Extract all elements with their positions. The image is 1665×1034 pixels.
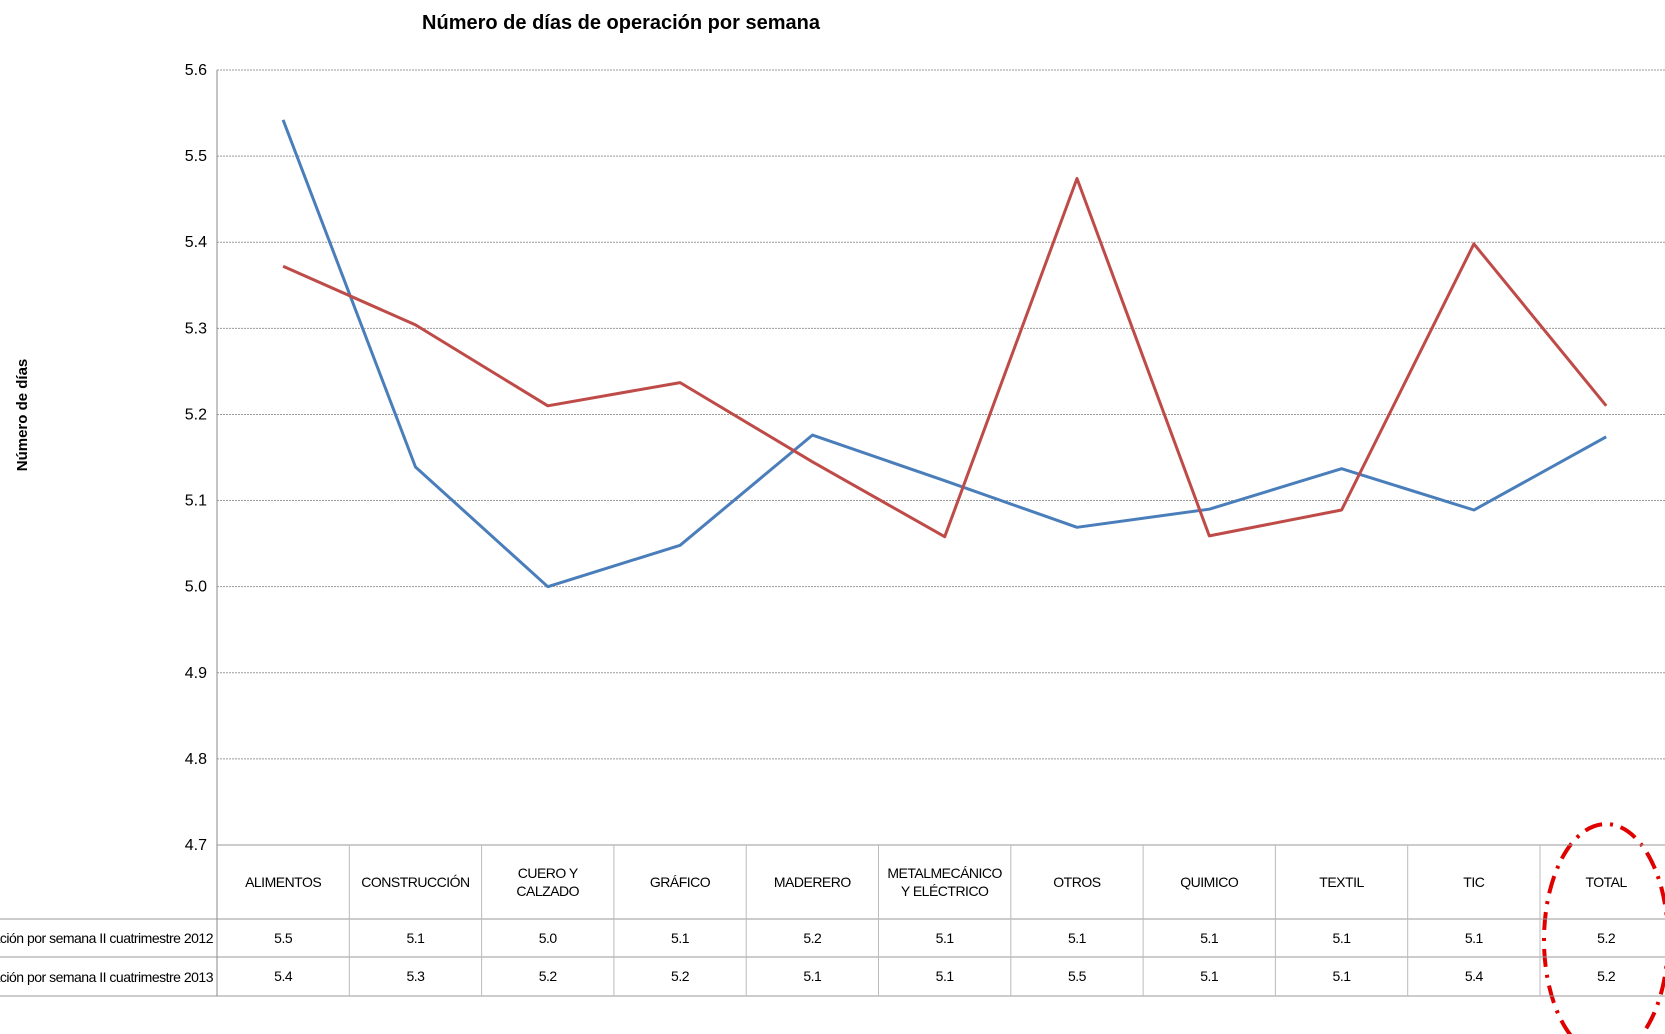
y-axis-label: Número de días: [14, 359, 31, 472]
data-label: 5.1: [1332, 929, 1351, 946]
data-label: 5.1: [1332, 968, 1351, 985]
series-line: [282, 177, 1608, 539]
category-label: TIC: [1463, 873, 1485, 890]
data-label: 5.1: [935, 968, 954, 985]
data-label: 5.2: [1597, 968, 1616, 985]
y-tick-label: 5.5: [185, 148, 207, 165]
highlight-circle: [1542, 822, 1665, 1034]
category-label: MADERERO: [773, 873, 851, 890]
data-label: 5.0: [538, 929, 557, 946]
series-line: [281, 119, 1607, 589]
category-label: GRÁFICO: [649, 873, 711, 890]
y-tick-label: 5.4: [185, 234, 207, 251]
y-tick-label: 5.0: [185, 579, 207, 596]
category-label: TOTAL: [1585, 873, 1627, 890]
data-label: 5.3: [406, 968, 425, 985]
chart-title: Número de días de operación por semana: [422, 12, 821, 34]
data-label: 5.5: [274, 929, 293, 946]
data-label: 5.1: [1200, 968, 1219, 985]
data-label: 5.1: [1200, 929, 1219, 946]
y-tick-label: 5.6: [185, 62, 207, 79]
data-label: 5.2: [671, 968, 690, 985]
category-label: CUERO Y CALZADO: [516, 864, 580, 899]
y-tick-label: 5.1: [185, 493, 207, 510]
y-tick-label: 5.2: [185, 406, 207, 423]
data-label: 5.1: [406, 929, 425, 946]
category-label: METALMECÁNICO Y ELÉCTRICO: [887, 864, 1002, 899]
data-label: 5.1: [935, 929, 954, 946]
category-label: OTROS: [1053, 873, 1101, 890]
legend-entry: ración por semana II cuatrimestre 2013: [0, 968, 213, 985]
category-label: QUIMICO: [1180, 873, 1239, 890]
data-label: 5.5: [1067, 968, 1086, 985]
data-label: 5.2: [1597, 929, 1616, 946]
y-tick-label: 4.9: [185, 665, 207, 682]
data-label: 5.4: [274, 968, 293, 985]
y-tick-label: 4.7: [185, 837, 207, 854]
data-label: 5.2: [803, 929, 822, 946]
y-tick-label: 5.3: [185, 320, 207, 337]
y-tick-label: 4.8: [185, 751, 207, 768]
legend-entry: ración por semana II cuatrimestre 2012: [0, 930, 213, 946]
category-label: ALIMENTOS: [245, 873, 322, 890]
data-label: 5.1: [1067, 929, 1086, 946]
data-label: 5.1: [803, 968, 822, 985]
data-label: 5.1: [671, 929, 690, 946]
category-label: CONSTRUCCIÓN: [361, 873, 470, 890]
data-label: 5.2: [538, 968, 557, 985]
data-label: 5.1: [1464, 929, 1483, 946]
data-label: 5.4: [1464, 968, 1483, 985]
category-label: TEXTIL: [1319, 873, 1364, 890]
